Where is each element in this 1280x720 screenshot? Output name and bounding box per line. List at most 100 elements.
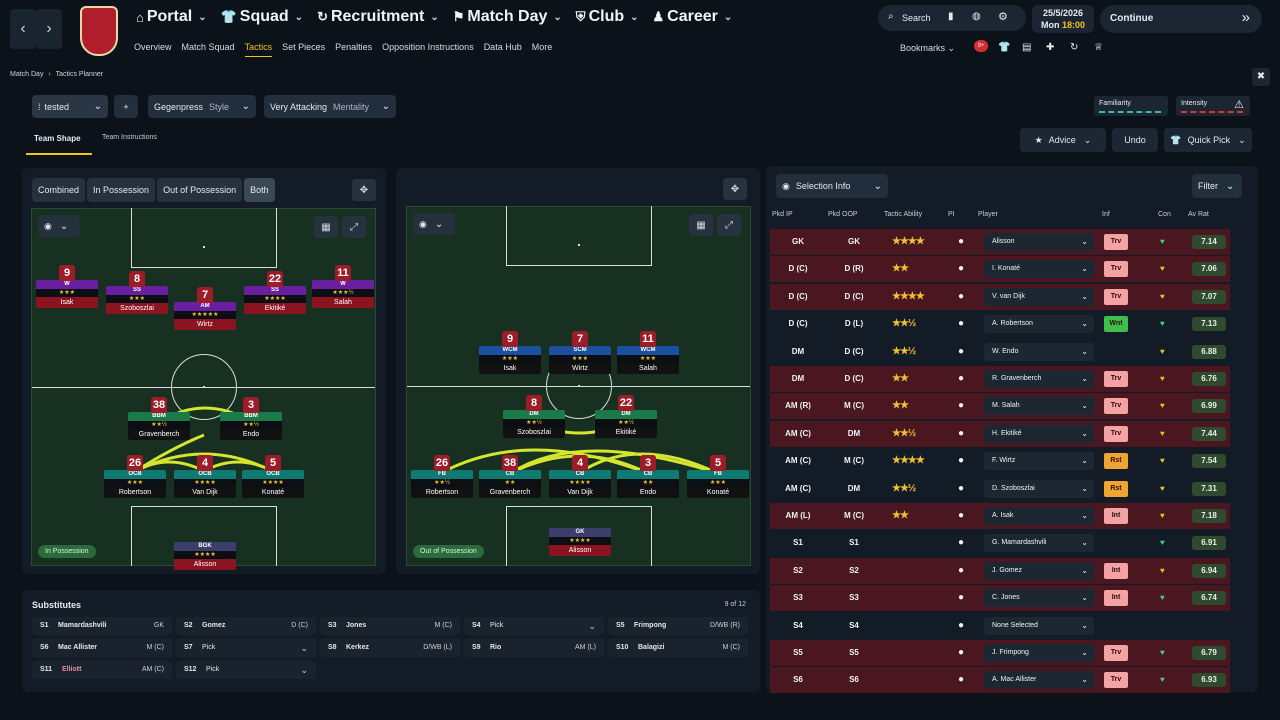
- column-header[interactable]: Con: [1158, 211, 1171, 218]
- player-select[interactable]: A. Robertson ⌄: [984, 315, 1094, 334]
- player-card[interactable]: 11 WCM ★★★ Salah: [617, 331, 679, 374]
- quick-pick-button[interactable]: 👕 Quick Pick ⌄: [1164, 128, 1252, 152]
- column-header[interactable]: Tactic Ability: [884, 211, 923, 218]
- familiarity-meter[interactable]: Familiarity: [1094, 96, 1168, 116]
- advice-button[interactable]: ★ Advice ⌄: [1020, 128, 1106, 152]
- player-card[interactable]: 38 BBM ★★½ Gravenberch: [128, 397, 190, 440]
- player-select[interactable]: V. van Dijk ⌄: [984, 287, 1094, 306]
- substitute-slot[interactable]: S2 Gomez D (C): [176, 617, 316, 635]
- subnav-tactics[interactable]: Tactics: [244, 42, 273, 57]
- close-icon[interactable]: ✖: [1252, 68, 1270, 86]
- table-row[interactable]: D (C) D (R) ★★ ● I. Konaté ⌄ Trv ♥ 7.06: [770, 256, 1230, 283]
- player-select[interactable]: Alisson ⌄: [984, 233, 1094, 251]
- person-icon[interactable]: ●: [958, 619, 965, 631]
- medical-icon[interactable]: ✚: [1046, 42, 1055, 53]
- player-select[interactable]: R. Gravenberch ⌄: [984, 370, 1094, 388]
- table-row[interactable]: GK GK ★★★★ ● Alisson ⌄ Trv ♥ 7.14: [770, 229, 1230, 255]
- player-card[interactable]: 11 W ★★★½ Salah: [312, 265, 374, 308]
- breadcrumb-item[interactable]: Tactics Planner: [55, 71, 104, 78]
- player-card[interactable]: 3 CB ★★ Endo: [617, 455, 679, 498]
- substitute-slot[interactable]: S12 Pick ⌄: [176, 661, 316, 679]
- subnav-overview[interactable]: Overview: [134, 42, 172, 52]
- column-header[interactable]: Av Rat: [1188, 211, 1209, 218]
- gear-icon[interactable]: ⚙: [998, 11, 1008, 23]
- selection-info-select[interactable]: ◉ Selection Info ⌄: [776, 174, 888, 198]
- player-card[interactable]: 7 AM ★★★★★ Wirtz: [174, 287, 236, 330]
- person-icon[interactable]: ●: [958, 537, 965, 549]
- tab-in-possession[interactable]: In Possession: [87, 178, 156, 202]
- player-card[interactable]: 26 OCB ★★★ Robertson: [104, 455, 166, 498]
- table-row[interactable]: S2 S2 ● J. Gomez ⌄ Int ♥ 6.94: [770, 557, 1230, 584]
- player-select[interactable]: I. Konaté ⌄: [984, 260, 1094, 279]
- player-select[interactable]: D. Szoboszlai ⌄: [984, 479, 1094, 498]
- person-icon[interactable]: ●: [958, 564, 965, 576]
- player-card[interactable]: 5 FB ★★★ Konaté: [687, 455, 749, 498]
- table-row[interactable]: D (C) D (C) ★★★★ ● V. van Dijk ⌄ Trv ♥ 7.07: [770, 283, 1230, 310]
- player-select[interactable]: G. Mamardashvili ⌄: [984, 534, 1094, 553]
- person-icon[interactable]: ●: [958, 647, 965, 658]
- club-crest-icon[interactable]: [80, 6, 118, 56]
- subnav-data-hub[interactable]: Data Hub: [483, 42, 522, 52]
- player-card[interactable]: 7 SCM ★★★ Wirtz: [549, 331, 611, 374]
- undo-button[interactable]: Undo: [1112, 128, 1158, 152]
- player-select[interactable]: None Selected ⌄: [984, 616, 1094, 635]
- person-icon[interactable]: ●: [958, 592, 965, 604]
- person-icon[interactable]: ●: [958, 427, 965, 439]
- player-card[interactable]: 8 DM ★★½ Szoboszlai: [503, 395, 565, 438]
- person-icon[interactable]: ●: [958, 318, 965, 330]
- column-header[interactable]: Pkd OOP: [828, 211, 858, 218]
- date-display[interactable]: 25/5/2026 Mon 18:00: [1032, 5, 1094, 33]
- search-icon[interactable]: ⌕: [888, 11, 894, 22]
- table-row[interactable]: DM D (C) ★★ ● R. Gravenberch ⌄ Trv ♥ 6.76: [770, 366, 1230, 392]
- tab-out-of-possession[interactable]: Out of Possession: [157, 178, 243, 202]
- document-icon[interactable]: ▤: [1022, 42, 1032, 53]
- refresh-icon[interactable]: ↻: [1070, 42, 1079, 53]
- move-icon[interactable]: ✥: [723, 178, 747, 200]
- player-card[interactable]: 8 SS ★★★ Szoboszlai: [106, 271, 168, 314]
- grid-icon[interactable]: ▦: [314, 216, 338, 238]
- tactic-select[interactable]: ⁞ tested ⌄: [32, 95, 108, 118]
- table-row[interactable]: S4 S4 ● None Selected ⌄: [770, 613, 1230, 639]
- player-select[interactable]: W. Endo ⌄: [984, 342, 1094, 361]
- table-row[interactable]: S1 S1 ● G. Mamardashvili ⌄ ♥ 6.91: [770, 530, 1230, 556]
- visibility-toggle[interactable]: ◉ ⌄: [413, 213, 455, 235]
- nav-recruitment[interactable]: ↻ Recruitment ⌄: [317, 8, 439, 26]
- substitute-slot[interactable]: S3 Jones M (C): [320, 617, 460, 635]
- substitute-slot[interactable]: S1 Mamardashvili GK: [32, 617, 172, 635]
- nav-club[interactable]: ⛨ Club ⌄: [576, 8, 639, 26]
- expand-icon[interactable]: ⤢: [717, 214, 741, 236]
- player-select[interactable]: J. Frimpong ⌄: [984, 644, 1094, 662]
- table-row[interactable]: S3 S3 ● C. Jones ⌄ Int ♥ 6.74: [770, 585, 1230, 612]
- forward-button[interactable]: ›: [36, 9, 62, 49]
- substitute-slot[interactable]: S4 Pick ⌄: [464, 617, 604, 635]
- search-button[interactable]: Search: [902, 13, 931, 23]
- player-select[interactable]: H. Ekitiké ⌄: [984, 424, 1094, 443]
- table-row[interactable]: D (C) D (L) ★★½ ● A. Robertson ⌄ Wnt ♥ 7.13: [770, 311, 1230, 337]
- person-icon[interactable]: ●: [958, 290, 965, 302]
- subnav-more[interactable]: More: [531, 42, 553, 52]
- table-row[interactable]: S6 S6 ● A. Mac Allister ⌄ Trv ♥ 6.93: [770, 667, 1230, 694]
- style-select[interactable]: Gegenpress Style ⌄: [148, 95, 256, 118]
- visibility-toggle[interactable]: ◉ ⌄: [38, 215, 80, 237]
- person-icon[interactable]: ●: [958, 455, 965, 467]
- column-header[interactable]: Inf: [1102, 211, 1110, 218]
- player-card[interactable]: 5 OCB ★★★★ Konaté: [242, 455, 304, 498]
- person-icon[interactable]: ●: [958, 373, 965, 384]
- player-card[interactable]: 26 FB ★★½ Robertson: [411, 455, 473, 498]
- nav-match-day[interactable]: ⚑ Match Day ⌄: [453, 8, 562, 26]
- subnav-penalties[interactable]: Penalties: [335, 42, 373, 52]
- table-row[interactable]: AM (C) M (C) ★★★★ ● F. Wirtz ⌄ Rst ♥ 7.54: [770, 448, 1230, 474]
- player-select[interactable]: A. Isak ⌄: [984, 507, 1094, 525]
- kit-icon[interactable]: 👕: [998, 42, 1011, 53]
- trophy-icon[interactable]: ♕: [1094, 42, 1103, 53]
- player-select[interactable]: F. Wirtz ⌄: [984, 452, 1094, 471]
- continue-button[interactable]: Continue »: [1100, 5, 1262, 33]
- move-icon[interactable]: ✥: [352, 179, 376, 201]
- mentality-select[interactable]: Very Attacking Mentality ⌄: [264, 95, 396, 118]
- grid-icon[interactable]: ▦: [689, 214, 713, 236]
- substitute-slot[interactable]: S10 Balagizi M (C): [608, 639, 748, 657]
- tab-team-instructions[interactable]: Team Instructions: [102, 134, 157, 141]
- player-select[interactable]: M. Salah ⌄: [984, 397, 1094, 416]
- person-icon[interactable]: ●: [958, 482, 965, 494]
- bookmarks-button[interactable]: Bookmarks ⌄: [900, 43, 956, 53]
